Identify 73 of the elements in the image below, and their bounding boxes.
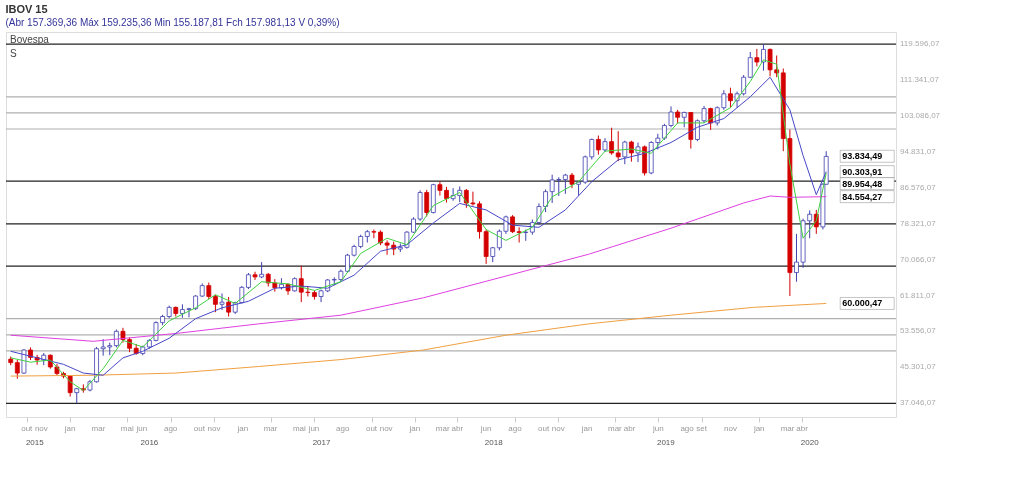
candlestick (754, 48, 760, 67)
candlestick (595, 135, 601, 156)
x-tick-label: jan (752, 424, 765, 433)
y-tick-label: 111.341,07 (900, 75, 940, 85)
x-tick-label: nov (551, 424, 565, 433)
x-tick-label: abr (451, 424, 464, 433)
x-tick-label: jun (135, 424, 148, 433)
x-tick-label: out (21, 424, 34, 433)
annotation: 93.834,49 (842, 151, 883, 162)
x-tick-label: jan (63, 424, 76, 433)
x-tick-label: mar (263, 424, 278, 433)
y-tick-label: 53.556,07 (900, 326, 937, 336)
y-tick-label: 37.046,07 (900, 398, 937, 408)
annotation: Bovespa (10, 34, 50, 45)
x-tick-label: jan (236, 424, 249, 433)
annotation: 90.303,91 (842, 166, 883, 177)
x2-tick-label: 2015 (25, 438, 45, 447)
y-tick-label: 45.301,07 (900, 362, 937, 372)
x-tick-label: nov (207, 424, 221, 433)
x2-tick-label: 2018 (484, 438, 504, 447)
y-tick-label: 70.066,07 (900, 254, 937, 264)
x2-tick-label: 2019 (656, 438, 676, 447)
y-tick-label: 119.596,07 (900, 39, 940, 49)
candlestick (728, 87, 733, 109)
x2-tick-label: 2020 (800, 438, 820, 447)
x-tick-label: out (538, 424, 551, 433)
x-tick-label: mai (292, 424, 307, 433)
annotation: 84.554,27 (842, 191, 883, 202)
y-tick-label: 78.321,07 (900, 218, 937, 228)
x-tick-label: out (365, 424, 378, 433)
x-tick-label: jan (408, 424, 421, 433)
x-tick-label: jun (479, 424, 492, 433)
x2-tick-label: 2016 (140, 438, 159, 447)
x-tick-label: mar (435, 424, 450, 433)
x-tick-label: nov (34, 424, 48, 433)
candlestick (615, 130, 621, 162)
line-series (10, 302, 827, 377)
candlestick (226, 296, 232, 318)
x-tick-label: set (696, 424, 708, 433)
candlestick (252, 271, 258, 281)
candlestick (609, 127, 614, 156)
x-tick-label: nov (724, 424, 737, 433)
y-tick-label: 61.811,07 (900, 290, 936, 300)
x-tick-label: ago (336, 424, 350, 433)
x-tick-label: ago (163, 424, 178, 433)
line-series (10, 195, 827, 342)
y-tick-label: 103.086,07 (900, 111, 941, 121)
x-tick-label: ago (508, 424, 523, 433)
x-tick-label: abr (796, 424, 809, 433)
y-tick-label: 86.576,07 (900, 182, 937, 192)
candlestick (747, 51, 753, 79)
x-tick-label: abr (623, 424, 636, 433)
annotation: 89.954,48 (842, 178, 883, 189)
chart-subtitle: (Abr 157.369,36 Máx 159.235,36 Min 155.187,81 Fch 157.981,13 V 0,39%) (5, 17, 340, 28)
x-tick-label: nov (379, 424, 393, 433)
candlestick (14, 359, 20, 380)
x-tick-label: out (193, 424, 206, 433)
candlestick (219, 292, 225, 311)
chart-title: IBOV 15 (5, 3, 48, 15)
x-tick-label: mar (91, 424, 106, 433)
y-tick-label: 94.831,07 (900, 146, 937, 156)
x-tick-label: jun (307, 424, 320, 433)
x-tick-label: mar (780, 424, 795, 433)
x2-tick-label: 2017 (312, 438, 331, 447)
x-tick-label: jan (580, 424, 593, 433)
candlestick (424, 189, 430, 217)
x-tick-label: mar (608, 424, 623, 433)
annotation: S (10, 48, 17, 59)
x-tick-label: jun (651, 424, 664, 433)
candlestick (761, 43, 766, 72)
annotation: 60.000,47 (842, 298, 883, 309)
x-tick-label: ago (680, 424, 695, 433)
x-tick-label: mai (120, 424, 134, 433)
